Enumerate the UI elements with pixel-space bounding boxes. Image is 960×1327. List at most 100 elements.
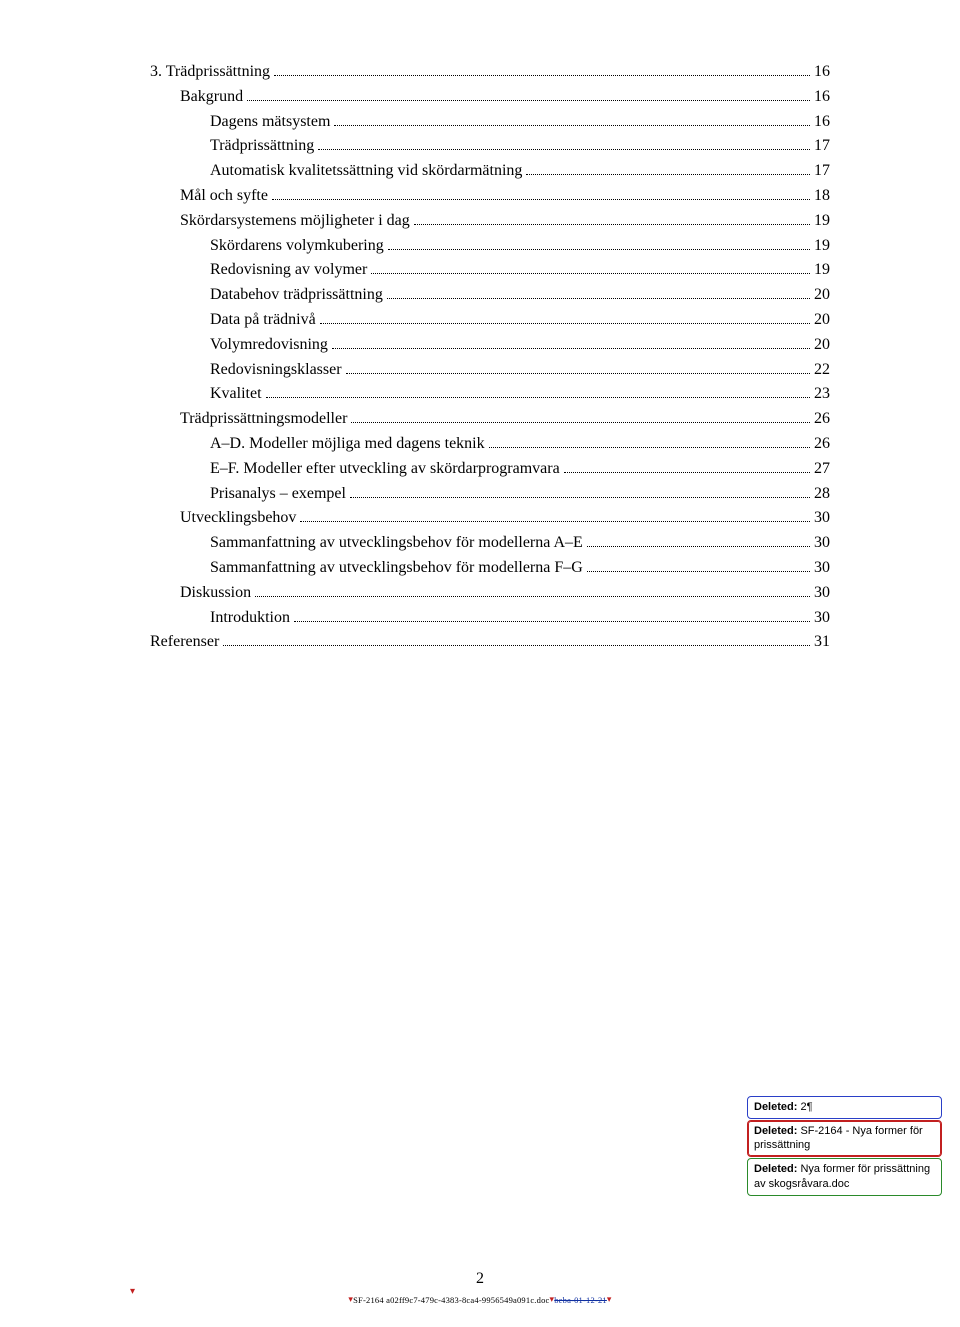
document-id: ▾ SF-2164 a02ff9c7-479c-4383-8ca4-9956549… <box>0 1294 960 1305</box>
toc-entry-page: 26 <box>814 407 830 432</box>
deleted-comment-prefix: Deleted: <box>754 1101 797 1113</box>
toc-entry-page: 27 <box>814 457 830 482</box>
deleted-comment: Deleted: 2¶ <box>747 1096 942 1119</box>
toc-entry-page: 30 <box>814 581 830 606</box>
toc-entry-label: Diskussion <box>180 581 251 606</box>
toc-leader-dots <box>371 262 810 274</box>
toc-leader-dots <box>320 312 810 324</box>
toc-entry-page: 16 <box>814 85 830 110</box>
toc-entry-page: 18 <box>814 184 830 209</box>
revision-bar-icon: ▾ <box>130 1286 135 1297</box>
toc-entry: Referenser 31 <box>150 630 830 655</box>
toc-entry-page: 26 <box>814 432 830 457</box>
toc-leader-dots <box>346 361 810 373</box>
toc-leader-dots <box>223 634 810 646</box>
toc-entry: E–F. Modeller efter utveckling av skörda… <box>150 457 830 482</box>
toc-entry-page: 30 <box>814 506 830 531</box>
toc-leader-dots <box>294 609 810 621</box>
toc-entry: Bakgrund 16 <box>150 85 830 110</box>
toc-entry-label: Prisanalys – exempel <box>210 482 346 507</box>
page-footer: 2 ▾ SF-2164 a02ff9c7-479c-4383-8ca4-99565… <box>0 1270 960 1305</box>
toc-entry-page: 20 <box>814 333 830 358</box>
toc-entry-label: Kvalitet <box>210 382 262 407</box>
toc-entry: Volymredovisning 20 <box>150 333 830 358</box>
toc-entry-page: 22 <box>814 358 830 383</box>
toc-leader-dots <box>332 337 810 349</box>
toc-entry-label: Bakgrund <box>180 85 243 110</box>
table-of-contents: 3. Trädprissättning16Bakgrund16Dagens mä… <box>150 60 830 655</box>
toc-leader-dots <box>272 188 810 200</box>
toc-entry-label: Skördarsystemens möjligheter i dag <box>180 209 410 234</box>
toc-entry-page: 31 <box>814 630 830 655</box>
toc-entry-label: Dagens mätsystem <box>210 110 330 135</box>
toc-entry-label: Redovisning av volymer <box>210 258 367 283</box>
deleted-comment-text: 2¶ <box>797 1101 812 1113</box>
toc-entry-page: 30 <box>814 556 830 581</box>
toc-entry-label: Utvecklingsbehov <box>180 506 296 531</box>
toc-entry: Skördarens volymkubering 19 <box>150 234 830 259</box>
toc-entry-page: 23 <box>814 382 830 407</box>
toc-entry: Data på trädnivå20 <box>150 308 830 333</box>
toc-entry-page: 30 <box>814 531 830 556</box>
page-number: 2 <box>0 1270 960 1288</box>
toc-entry-label: Data på trädnivå <box>210 308 316 333</box>
toc-entry-label: Trädprissättningsmodeller <box>180 407 347 432</box>
toc-entry: A–D. Modeller möjliga med dagens teknik 2… <box>150 432 830 457</box>
toc-entry-label: Introduktion <box>210 606 290 631</box>
toc-entry: Sammanfattning av utvecklingsbehov för m… <box>150 531 830 556</box>
toc-entry: 3. Trädprissättning 16 <box>150 60 830 85</box>
doc-id-deleted: beba-01-12-21 <box>554 1295 607 1305</box>
toc-leader-dots <box>300 510 810 522</box>
deleted-comment: Deleted: SF-2164 - Nya former för prissä… <box>747 1120 942 1158</box>
toc-entry-page: 17 <box>814 159 830 184</box>
toc-leader-dots <box>266 386 810 398</box>
toc-entry: Sammanfattning av utvecklingsbehov för m… <box>150 556 830 581</box>
revision-marker-icon: ▾ <box>607 1294 612 1304</box>
toc-entry-page: 19 <box>814 258 830 283</box>
toc-entry-page: 30 <box>814 606 830 631</box>
toc-entry-page: 16 <box>814 110 830 135</box>
toc-entry: Diskussion 30 <box>150 581 830 606</box>
toc-entry-label: Automatisk kvalitetssättning vid skördar… <box>210 159 522 184</box>
toc-entry-page: 19 <box>814 209 830 234</box>
toc-entry-label: E–F. Modeller efter utveckling av skörda… <box>210 457 560 482</box>
toc-leader-dots <box>274 64 810 76</box>
toc-entry: Trädprissättning17 <box>150 134 830 159</box>
tracked-changes-comments: Deleted: 2¶Deleted: SF-2164 - Nya former… <box>747 1096 942 1197</box>
toc-entry: Databehov trädprissättning 20 <box>150 283 830 308</box>
deleted-comment-prefix: Deleted: <box>754 1163 797 1175</box>
deleted-comment: Deleted: Nya former för prissättning av … <box>747 1158 942 1196</box>
doc-id-plain: SF-2164 a02ff9c7-479c-4383-8ca4-9956549a… <box>353 1295 549 1305</box>
toc-entry-page: 20 <box>814 283 830 308</box>
toc-entry: Kvalitet 23 <box>150 382 830 407</box>
toc-entry: Dagens mätsystem 16 <box>150 110 830 135</box>
toc-entry-page: 16 <box>814 60 830 85</box>
toc-entry-label: Mål och syfte <box>180 184 268 209</box>
toc-entry: Introduktion 30 <box>150 606 830 631</box>
toc-entry: Mål och syfte 18 <box>150 184 830 209</box>
toc-entry-label: Referenser <box>150 630 219 655</box>
toc-entry: Redovisning av volymer 19 <box>150 258 830 283</box>
toc-entry: Utvecklingsbehov 30 <box>150 506 830 531</box>
toc-leader-dots <box>564 461 810 473</box>
deleted-comment-prefix: Deleted: <box>754 1125 797 1137</box>
toc-leader-dots <box>350 485 810 497</box>
toc-leader-dots <box>388 237 810 249</box>
toc-entry-label: Databehov trädprissättning <box>210 283 383 308</box>
toc-entry-label: 3. Trädprissättning <box>150 60 270 85</box>
toc-leader-dots <box>489 436 810 448</box>
toc-leader-dots <box>387 287 810 299</box>
toc-entry-label: Skördarens volymkubering <box>210 234 384 259</box>
toc-entry-label: Redovisningsklasser <box>210 358 342 383</box>
toc-leader-dots <box>334 113 810 125</box>
toc-leader-dots <box>587 535 810 547</box>
toc-leader-dots <box>587 560 810 572</box>
toc-entry: Automatisk kvalitetssättning vid skördar… <box>150 159 830 184</box>
toc-entry: Trädprissättningsmodeller 26 <box>150 407 830 432</box>
toc-entry-label: Volymredovisning <box>210 333 328 358</box>
toc-entry-label: Trädprissättning <box>210 134 314 159</box>
toc-entry: Redovisningsklasser 22 <box>150 358 830 383</box>
toc-entry-page: 28 <box>814 482 830 507</box>
toc-entry-label: A–D. Modeller möjliga med dagens teknik <box>210 432 485 457</box>
toc-entry-page: 19 <box>814 234 830 259</box>
